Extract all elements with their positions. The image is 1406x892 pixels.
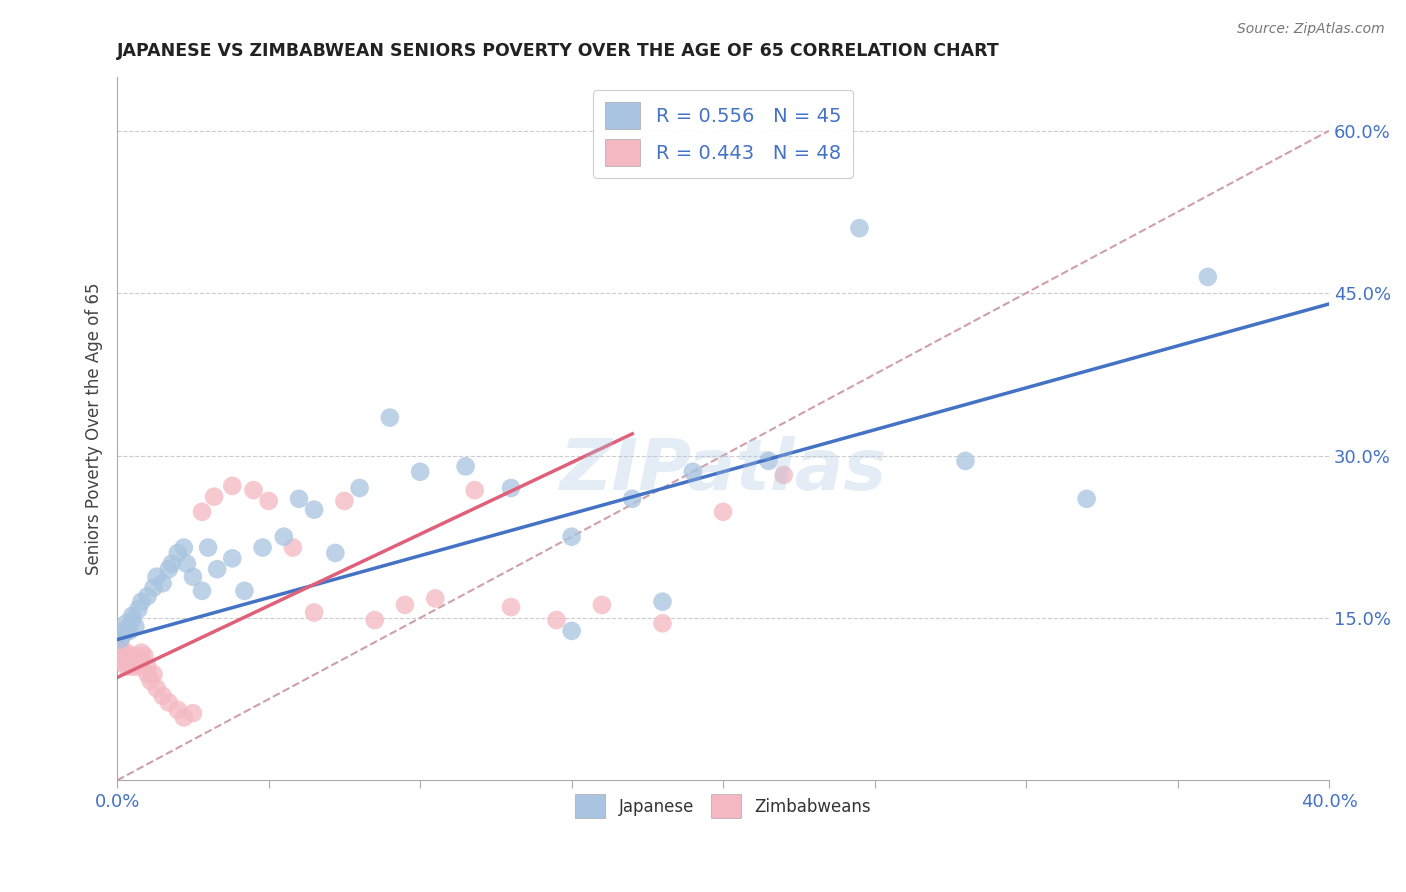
Point: [281, 541, 304, 555]
Point: [112, 648, 135, 663]
Point: [288, 491, 311, 506]
Point: [118, 657, 141, 671]
Point: [349, 481, 371, 495]
Text: Source: ZipAtlas.com: Source: ZipAtlas.com: [1237, 22, 1385, 37]
Point: [191, 583, 214, 598]
Point: [152, 689, 174, 703]
Point: [323, 546, 346, 560]
Point: [561, 530, 583, 544]
Point: [651, 616, 673, 631]
Point: [181, 570, 204, 584]
Point: [131, 646, 153, 660]
Point: [131, 595, 153, 609]
Point: [591, 598, 613, 612]
Point: [772, 468, 794, 483]
Point: [409, 465, 432, 479]
Point: [221, 479, 243, 493]
Point: [561, 624, 583, 638]
Text: JAPANESE VS ZIMBABWEAN SENIORS POVERTY OVER THE AGE OF 65 CORRELATION CHART: JAPANESE VS ZIMBABWEAN SENIORS POVERTY O…: [117, 42, 1000, 60]
Point: [152, 576, 174, 591]
Point: [160, 557, 183, 571]
Point: [621, 491, 644, 506]
Point: [124, 619, 146, 633]
Text: ZIPatlas: ZIPatlas: [560, 436, 887, 505]
Point: [124, 648, 146, 663]
Point: [115, 622, 138, 636]
Point: [121, 652, 143, 666]
Point: [378, 410, 401, 425]
Point: [302, 606, 325, 620]
Point: [115, 659, 138, 673]
Point: [197, 541, 219, 555]
Point: [364, 613, 387, 627]
Point: [166, 546, 188, 560]
Point: [181, 706, 204, 721]
Point: [142, 667, 165, 681]
Point: [464, 483, 486, 498]
Point: [124, 657, 146, 671]
Point: [333, 494, 356, 508]
Point: [127, 652, 149, 666]
Point: [127, 659, 149, 673]
Point: [118, 624, 141, 638]
Point: [302, 502, 325, 516]
Point: [121, 608, 143, 623]
Point: [273, 530, 295, 544]
Point: [1076, 491, 1098, 506]
Point: [112, 657, 135, 671]
Point: [425, 591, 447, 606]
Legend: Japanese, Zimbabweans: Japanese, Zimbabweans: [569, 788, 877, 825]
Point: [157, 695, 180, 709]
Point: [252, 541, 274, 555]
Point: [221, 551, 243, 566]
Point: [139, 673, 162, 688]
Point: [145, 570, 167, 584]
Point: [115, 616, 138, 631]
Point: [242, 483, 264, 498]
Point: [499, 481, 522, 495]
Point: [1197, 269, 1219, 284]
Point: [257, 494, 280, 508]
Point: [955, 454, 977, 468]
Point: [157, 562, 180, 576]
Point: [121, 613, 143, 627]
Point: [191, 505, 214, 519]
Point: [682, 465, 704, 479]
Point: [166, 703, 188, 717]
Point: [142, 581, 165, 595]
Point: [499, 600, 522, 615]
Point: [112, 652, 135, 666]
Point: [136, 589, 159, 603]
Point: [454, 459, 477, 474]
Point: [758, 454, 780, 468]
Y-axis label: Seniors Poverty Over the Age of 65: Seniors Poverty Over the Age of 65: [86, 282, 103, 574]
Point: [202, 490, 225, 504]
Point: [115, 646, 138, 660]
Point: [112, 627, 135, 641]
Point: [205, 562, 228, 576]
Point: [546, 613, 568, 627]
Point: [110, 634, 132, 648]
Point: [131, 654, 153, 668]
Point: [110, 632, 132, 647]
Point: [651, 595, 673, 609]
Point: [173, 710, 195, 724]
Point: [176, 557, 198, 571]
Point: [110, 641, 132, 656]
Point: [118, 648, 141, 663]
Point: [121, 659, 143, 673]
Point: [134, 648, 156, 663]
Point: [136, 659, 159, 673]
Point: [711, 505, 734, 519]
Point: [127, 602, 149, 616]
Point: [173, 541, 195, 555]
Point: [110, 646, 132, 660]
Point: [848, 221, 870, 235]
Point: [394, 598, 416, 612]
Point: [136, 667, 159, 681]
Point: [145, 681, 167, 696]
Point: [233, 583, 256, 598]
Point: [115, 652, 138, 666]
